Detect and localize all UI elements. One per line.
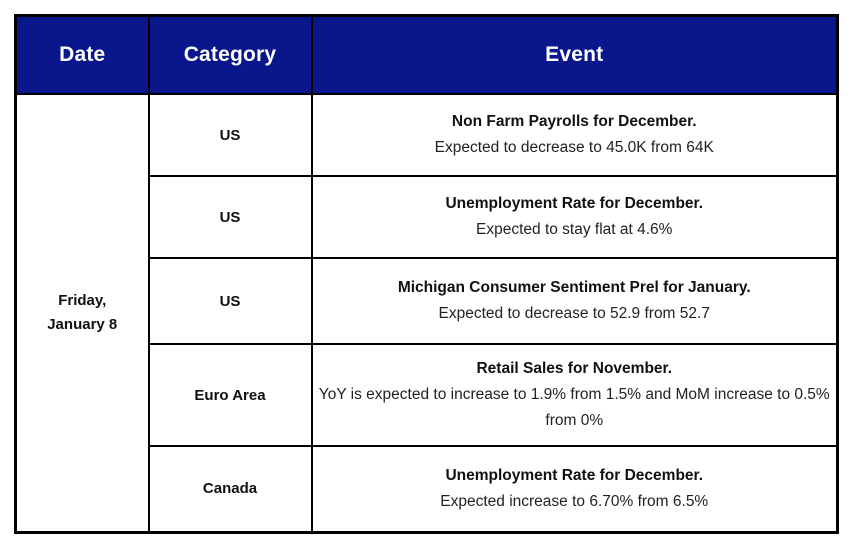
table-row: US Unemployment Rate for December. Expec…: [16, 175, 839, 259]
category-cell: US: [147, 175, 313, 259]
economic-calendar-table: Date Category Event Friday, January 8 US…: [14, 14, 839, 534]
event-cell: Unemployment Rate for December. Expected…: [310, 445, 839, 533]
table-row: Euro Area Retail Sales for November. YoY…: [16, 343, 839, 447]
header-row: Date Category Event: [14, 14, 839, 95]
event-detail: Expected to stay flat at 4.6%: [476, 221, 673, 238]
header-event: Event: [310, 14, 839, 95]
category-cell: Canada: [147, 445, 313, 533]
economic-calendar: Date Category Event Friday, January 8 US…: [14, 14, 839, 534]
event-cell: Michigan Consumer Sentiment Prel for Jan…: [310, 257, 839, 345]
event-cell: Retail Sales for November. YoY is expect…: [310, 343, 839, 447]
header-category: Category: [147, 14, 313, 95]
event-detail: Expected increase to 6.70% from 6.5%: [440, 492, 709, 510]
table-row: Friday, January 8 US Non Farm Payrolls f…: [14, 93, 839, 533]
category-cell: US: [147, 257, 313, 345]
event-title: Retail Sales for November.: [476, 360, 673, 377]
header-date: Date: [14, 14, 150, 95]
event-cell: Non Farm Payrolls for December. Expected…: [310, 93, 839, 177]
table-row: Canada Unemployment Rate for December. E…: [16, 445, 839, 533]
date-line-1: Friday,: [58, 291, 107, 309]
category-cell: US: [147, 93, 313, 177]
event-cell: Unemployment Rate for December. Expected…: [310, 175, 839, 259]
event-detail: YoY is expected to increase to 1.9% from…: [318, 386, 830, 429]
event-detail: Expected to decrease to 52.9 from 52.7: [438, 305, 710, 322]
date-cell: Friday, January 8: [14, 93, 150, 533]
table-row: US Michigan Consumer Sentiment Prel for …: [16, 257, 839, 345]
date-line-2: January 8: [47, 315, 118, 333]
event-title: Unemployment Rate for December.: [445, 195, 704, 212]
event-detail: Expected to decrease to 45.0K from 64K: [434, 139, 714, 156]
event-title: Unemployment Rate for December.: [445, 466, 704, 484]
event-title: Michigan Consumer Sentiment Prel for Jan…: [397, 279, 751, 296]
category-cell: Euro Area: [147, 343, 313, 447]
event-title: Non Farm Payrolls for December.: [451, 113, 697, 130]
